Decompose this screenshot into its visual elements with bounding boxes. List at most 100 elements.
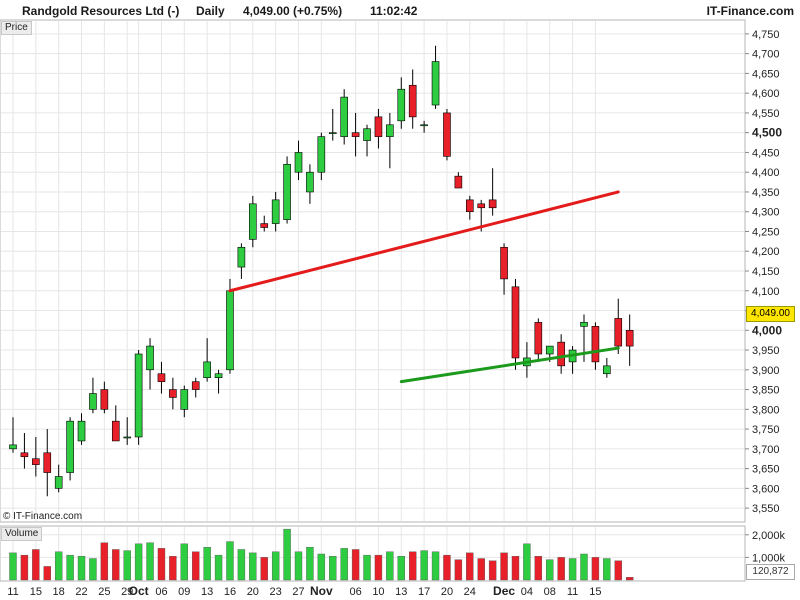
candle-body xyxy=(32,458,40,465)
candle-body xyxy=(203,361,211,379)
volume-bar xyxy=(260,557,268,581)
volume-bar xyxy=(89,558,97,581)
volume-panel-frame xyxy=(0,525,746,582)
date-tick-label: Dec xyxy=(493,584,515,598)
volume-bar xyxy=(283,528,291,581)
period-label: Daily xyxy=(196,4,225,18)
volume-bar xyxy=(66,554,74,581)
volume-bar xyxy=(169,556,177,581)
volume-bar xyxy=(351,549,360,581)
date-tick-label: 25 xyxy=(98,586,110,598)
candle-body xyxy=(169,389,177,398)
volume-bar xyxy=(77,556,86,581)
volume-bar xyxy=(443,554,451,581)
candle-body xyxy=(317,136,326,173)
volume-bar xyxy=(409,551,417,581)
candle-body xyxy=(591,326,600,363)
volume-bar xyxy=(146,542,154,581)
date-tick-label: 24 xyxy=(464,586,476,598)
volume-bar xyxy=(546,559,554,581)
candle-body xyxy=(625,329,634,347)
candle-body xyxy=(54,476,63,489)
price-tick-label: 3,950 xyxy=(752,345,780,357)
volume-bar xyxy=(557,557,565,581)
price-axis: 3,550 3,600 3,650 3,700 3,750 3,800 3,850 3,900… xyxy=(745,29,782,515)
price-tick-label: 4,700 xyxy=(752,49,780,61)
candle-body xyxy=(260,223,269,228)
volume-bar xyxy=(226,541,234,581)
volume-bar xyxy=(591,557,600,581)
candle-body xyxy=(66,420,74,473)
candle-body xyxy=(443,112,451,157)
candle-body xyxy=(557,341,565,367)
date-tick-label: 08 xyxy=(544,586,556,598)
price-tick-label: 4,550 xyxy=(752,108,780,120)
volume-bar xyxy=(625,577,634,581)
volume-bar xyxy=(294,551,303,581)
volume-bar xyxy=(180,543,189,581)
volume-bar xyxy=(511,556,520,581)
date-tick-label: 23 xyxy=(270,586,282,598)
price-tick-label: 3,850 xyxy=(752,385,780,397)
price-tick-label: 4,600 xyxy=(752,88,780,100)
candle-body xyxy=(340,96,348,137)
instrument-name: Randgold Resources Ltd (-) xyxy=(22,4,180,18)
candle-body xyxy=(180,389,189,410)
volume-bar xyxy=(112,549,120,581)
candle-body xyxy=(43,452,52,473)
candle-body xyxy=(9,444,17,450)
price-tick-label: 4,350 xyxy=(752,187,780,199)
price-tick-label: 3,650 xyxy=(752,464,780,476)
volume-tick-label: 1,000k xyxy=(752,552,786,564)
brand-label: IT-Finance.com xyxy=(706,4,794,18)
volume-bar xyxy=(100,542,109,581)
candle-body xyxy=(89,393,97,410)
candle-body xyxy=(397,88,406,122)
date-tick-label: 18 xyxy=(53,586,65,598)
volume-bar xyxy=(157,548,166,581)
price-tick-label: 3,900 xyxy=(752,365,780,377)
candle-body xyxy=(465,199,474,213)
volume-bar xyxy=(614,560,622,581)
candle-body xyxy=(511,286,520,359)
price-tick-label: 4,100 xyxy=(752,286,780,298)
candle-body xyxy=(454,175,463,189)
date-tick-label: 29 xyxy=(121,586,133,598)
candle-body xyxy=(237,246,246,268)
volume-bar xyxy=(9,552,17,581)
price-tick-label: 3,800 xyxy=(752,404,780,416)
volume-bar xyxy=(454,559,463,581)
date-tick-label: Oct xyxy=(129,584,149,598)
volume-bar xyxy=(20,554,29,581)
candle-body xyxy=(328,132,337,134)
resistance-trendline xyxy=(228,190,620,293)
price-tick-label: 4,250 xyxy=(752,226,780,238)
candle-body xyxy=(249,203,257,240)
price-tick-label: 4,750 xyxy=(752,29,780,41)
price-tick-label: 4,500 xyxy=(752,126,782,140)
date-tick-label: 22 xyxy=(75,586,87,598)
volume-bar xyxy=(603,558,611,581)
candle-body xyxy=(534,322,543,355)
price-tick-label: 4,000 xyxy=(752,323,782,337)
candle-body xyxy=(123,436,131,439)
candle-body xyxy=(500,246,508,280)
candle-body xyxy=(420,124,428,127)
date-tick-label: 06 xyxy=(349,586,361,598)
volume-bar xyxy=(534,556,543,581)
volume-bar xyxy=(249,552,257,581)
time-label: 11:02:42 xyxy=(370,4,418,18)
candle-body xyxy=(477,203,486,209)
date-tick-label: 15 xyxy=(30,586,42,598)
volume-tick-label: 2,000k xyxy=(752,530,786,542)
date-tick-label: 04 xyxy=(521,586,533,598)
price-tick-label: 3,550 xyxy=(752,503,780,515)
volume-bar xyxy=(431,551,440,581)
price-tick-label: 4,650 xyxy=(752,68,780,80)
candle-body xyxy=(214,373,223,379)
price-tick-label: 4,400 xyxy=(752,167,780,179)
volume-bar xyxy=(214,554,223,581)
volume-bar xyxy=(488,560,497,581)
volume-bar xyxy=(32,549,40,581)
